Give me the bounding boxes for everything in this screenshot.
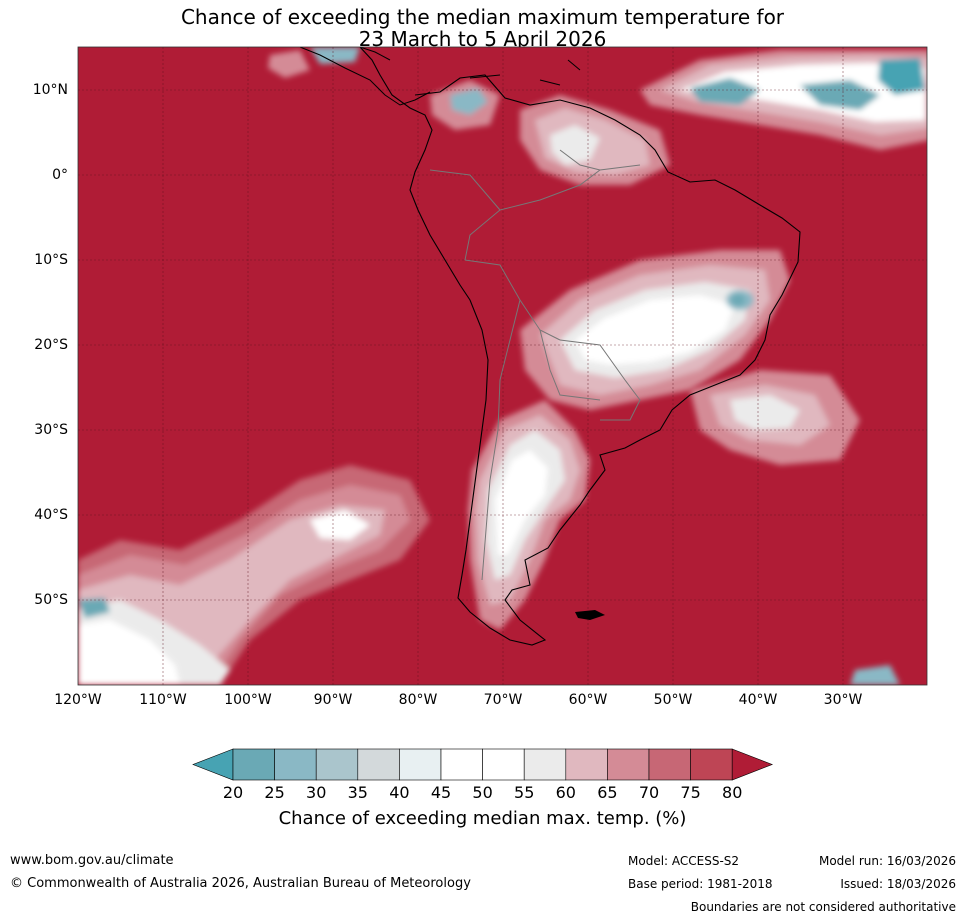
colorbar-tick-75: 75 — [680, 783, 701, 802]
colorbar-segment — [357, 748, 400, 781]
colorbar-tick-20: 20 — [222, 783, 244, 802]
colorbar-segment — [440, 748, 483, 781]
map-title-line1: Chance of exceeding the median maximum t… — [180, 5, 785, 29]
colorbar-segment — [690, 748, 733, 781]
lon-label-100w: 100°W — [224, 692, 272, 708]
colorbar-arrow-high — [731, 748, 774, 781]
footer-website: www.bom.gov.au/climate — [10, 853, 174, 868]
lat-label-30s: 30°S — [34, 422, 68, 438]
colorbar-tick-60: 60 — [555, 783, 576, 802]
south-america-coastline — [359, 47, 801, 646]
colorbar-segment — [274, 748, 317, 781]
lat-label-10n: 10°N — [32, 82, 68, 98]
lat-label-0: 0° — [52, 167, 68, 183]
colorbar-segment — [399, 748, 442, 781]
central-america-coastline — [299, 47, 431, 106]
lon-label-40w: 40°W — [738, 692, 778, 708]
colorbar-segment — [648, 748, 691, 781]
caribbean-islands — [469, 59, 581, 86]
falklands — [575, 610, 605, 620]
colorbar-tick-80: 80 — [722, 783, 743, 802]
pacific-anomaly — [78, 465, 900, 685]
footer-model-run: Model run: 16/03/2026 — [818, 854, 956, 868]
colorbar-tick-25: 25 — [264, 783, 285, 802]
colorbar-tick-40: 40 — [389, 783, 410, 802]
amazon-anomaly — [430, 80, 670, 185]
graticule — [78, 47, 927, 685]
colorbar-arrow-low — [192, 748, 234, 781]
lat-label-20s: 20°S — [34, 337, 68, 353]
lon-label-70w: 70°W — [483, 692, 523, 708]
north-atlantic-anomaly — [268, 47, 927, 150]
lon-label-110w: 110°W — [139, 692, 187, 708]
footer-disclaimer: Boundaries are not considered authoritat… — [690, 900, 956, 914]
colorbar-segment — [565, 748, 608, 781]
colorbar-tick-30: 30 — [306, 783, 327, 802]
colorbar-segment — [523, 748, 567, 781]
colorbar-tick-70: 70 — [638, 783, 660, 802]
colorbar-segment — [232, 748, 275, 781]
lon-label-30w: 30°W — [823, 692, 863, 708]
lat-label-10s: 10°S — [34, 252, 68, 268]
colorbar-tick-65: 65 — [597, 783, 618, 802]
colorbar-tick-50: 50 — [472, 783, 493, 802]
footer-issued: Issued: 18/03/2026 — [840, 877, 956, 891]
lon-label-80w: 80°W — [398, 692, 438, 708]
map-title-line2: 23 March to 5 April 2026 — [358, 27, 607, 51]
lon-label-90w: 90°W — [313, 692, 353, 708]
footer-copyright: © Commonwealth of Australia 2026, Austra… — [10, 876, 471, 891]
footer-base-period: Base period: 1981-2018 — [628, 877, 773, 891]
colorbar-segment — [315, 748, 359, 781]
lon-label-120w: 120°W — [54, 692, 102, 708]
andes-anomaly — [468, 400, 590, 630]
brazil-anomaly — [520, 250, 790, 410]
colorbar-tick-35: 35 — [347, 783, 368, 802]
colorbar-tick-55: 55 — [514, 783, 535, 802]
footer-model: Model: ACCESS-S2 — [628, 854, 740, 868]
lat-label-40s: 40°S — [34, 507, 68, 523]
lon-label-60w: 60°W — [568, 692, 608, 708]
lat-label-50s: 50°S — [34, 592, 68, 608]
colorbar-label: Chance of exceeding median max. temp. (%… — [278, 808, 687, 829]
colorbar-segment — [607, 748, 650, 781]
colorbar-tick-45: 45 — [430, 783, 452, 802]
colorbar-segment — [482, 748, 525, 781]
country-borders — [429, 149, 641, 581]
lon-label-50w: 50°W — [653, 692, 693, 708]
